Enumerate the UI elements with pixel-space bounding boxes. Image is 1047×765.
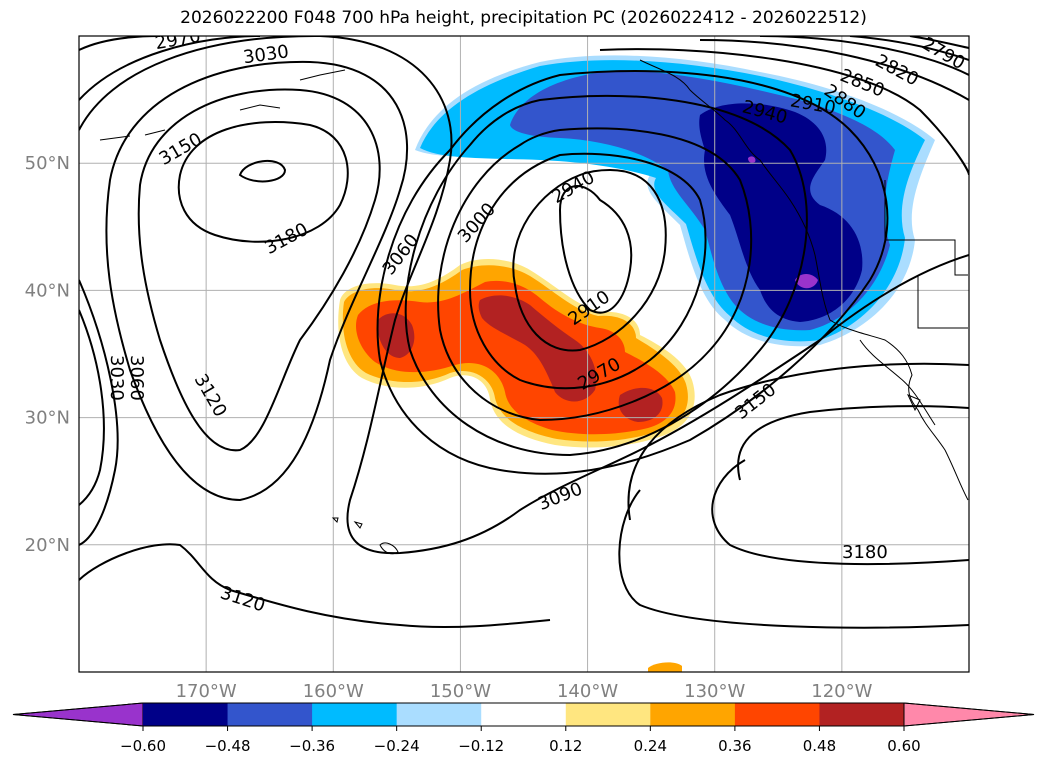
positive-anomaly-fill [338,258,695,672]
colorbar [12,702,1035,727]
colorbar-tick-label: 0.24 [634,737,667,755]
contour-label: 3060 [126,355,147,401]
colorbar-segment [396,703,482,726]
longitude-label: 160°W [303,681,364,702]
map-frame [78,35,970,673]
colorbar-segment [227,703,313,726]
colorbar-extend-high [903,702,1035,727]
colorbar-segment [312,703,398,726]
longitude-label: 130°W [684,681,745,702]
latitude-label: 30°N [25,408,70,429]
colorbar-tick-label: 0.48 [803,737,836,755]
colorbar-tick-labels: −0.60 −0.48 −0.36 −0.24 −0.12 0.12 0.24 0.36 0.4… [120,726,921,755]
colorbar-segment [650,703,736,726]
longitude-labels: 170°W 160°W 150°W 140°W 130°W 120°W [176,681,873,702]
colorbar-extend-low [12,702,144,727]
colorbar-tick-label: 0.12 [549,737,582,755]
negative-anomaly-fill [415,55,935,347]
map-area: 2970 3030 3150 3180 3060 3000 2940 2910 … [79,36,969,672]
colorbar-segment [481,703,567,726]
colorbar-tick-label: −0.24 [374,737,420,755]
colorbar-tick-label: −0.36 [289,737,335,755]
longitude-label: 170°W [176,681,237,702]
colorbar-tick-label: −0.48 [205,737,251,755]
contour-label: 3030 [106,355,127,401]
coastlines [99,59,969,555]
latitude-labels: 50°N 40°N 30°N 20°N [25,153,70,556]
latitude-label: 20°N [25,535,70,556]
colorbar-tick-label: −0.12 [458,737,504,755]
colorbar-tick-label: −0.60 [120,737,166,755]
colorbar-segment [819,703,905,726]
height-contours [79,36,969,629]
colorbar-segment [143,703,229,726]
longitude-label: 120°W [811,681,872,702]
colorbar-tick-label: 0.36 [718,737,751,755]
colorbar-segment [734,703,820,726]
longitude-label: 140°W [557,681,618,702]
map-title: 2026022200 F048 700 hPa height, precipit… [180,8,867,28]
contour-label: 3180 [842,542,888,563]
longitude-label: 150°W [430,681,491,702]
latitude-label: 40°N [25,280,70,301]
latitude-label: 50°N [25,153,70,174]
colorbar-tick-label: 0.60 [887,737,920,755]
colorbar-segment [565,703,651,726]
graticule [79,36,969,672]
